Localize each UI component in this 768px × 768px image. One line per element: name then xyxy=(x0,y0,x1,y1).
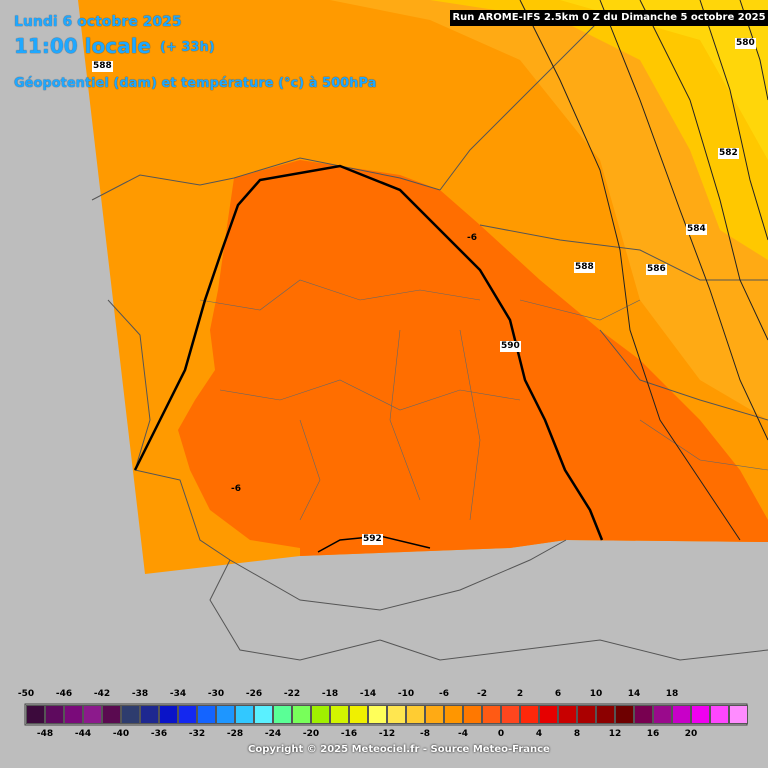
legend-swatch xyxy=(159,705,178,724)
contour-label: 592 xyxy=(362,534,383,545)
legend-label-upper: -18 xyxy=(321,689,339,699)
run-info-banner: Run AROME-IFS 2.5km 0 Z du Dimanche 5 oc… xyxy=(450,10,768,26)
legend-label-upper: -26 xyxy=(245,689,263,699)
legend-label-lower: -12 xyxy=(378,729,396,739)
legend-label-lower: 8 xyxy=(573,729,581,739)
legend-label-upper: -22 xyxy=(283,689,301,699)
contour-label: 582 xyxy=(718,148,739,159)
legend-swatch xyxy=(729,705,748,724)
legend-swatch xyxy=(26,705,45,724)
legend-swatch xyxy=(672,705,691,724)
legend-label-lower: 12 xyxy=(608,729,622,739)
legend-swatch xyxy=(615,705,634,724)
legend-swatch xyxy=(121,705,140,724)
legend-swatch xyxy=(482,705,501,724)
legend-swatch xyxy=(425,705,444,724)
legend-label-lower: 16 xyxy=(646,729,660,739)
legend-label-lower: 4 xyxy=(535,729,543,739)
legend-swatch xyxy=(444,705,463,724)
legend-label-lower: -8 xyxy=(420,729,430,739)
legend-label-lower: 20 xyxy=(684,729,698,739)
legend-label-upper: 6 xyxy=(554,689,562,699)
legend-label-upper: -10 xyxy=(397,689,415,699)
legend-swatch xyxy=(539,705,558,724)
legend-swatch xyxy=(691,705,710,724)
legend-label-lower: -32 xyxy=(188,729,206,739)
legend-swatch xyxy=(102,705,121,724)
legend-swatch xyxy=(710,705,729,724)
contour-label: 590 xyxy=(500,341,521,352)
field-yellow xyxy=(430,0,768,260)
copyright: Copyright © 2025 Meteociel.fr - Source M… xyxy=(248,744,550,755)
legend-label-upper: -38 xyxy=(131,689,149,699)
legend-label-upper: 14 xyxy=(627,689,641,699)
legend-swatch xyxy=(596,705,615,724)
legend-label-lower: -40 xyxy=(112,729,130,739)
field-light-orange xyxy=(330,0,768,420)
legend-swatch xyxy=(349,705,368,724)
legend-swatch xyxy=(235,705,254,724)
legend-swatch xyxy=(292,705,311,724)
legend-swatch xyxy=(387,705,406,724)
forecast-date: Lundi 6 octobre 2025 xyxy=(14,14,182,30)
contour-590 xyxy=(133,164,604,541)
contour-label: 588 xyxy=(574,262,595,273)
legend-label-upper: -50 xyxy=(17,689,35,699)
legend-label-upper: -2 xyxy=(477,689,487,699)
legend-swatch xyxy=(520,705,539,724)
legend-swatch xyxy=(273,705,292,724)
legend-label-upper: 18 xyxy=(665,689,679,699)
legend-swatch xyxy=(577,705,596,724)
temperature-label: -6 xyxy=(231,484,241,494)
legend-swatch xyxy=(406,705,425,724)
legend-swatch xyxy=(501,705,520,724)
legend-swatch xyxy=(197,705,216,724)
legend-label-upper: -6 xyxy=(439,689,449,699)
legend-swatch xyxy=(558,705,577,724)
field-yellow-bright xyxy=(560,0,768,160)
legend-swatch xyxy=(463,705,482,724)
legend-swatch xyxy=(634,705,653,724)
legend-swatch xyxy=(45,705,64,724)
legend-swatch xyxy=(311,705,330,724)
legend-label-lower: -44 xyxy=(74,729,92,739)
legend-label-lower: -16 xyxy=(340,729,358,739)
legend-swatch xyxy=(330,705,349,724)
legend-swatch xyxy=(653,705,672,724)
legend-label-lower: -48 xyxy=(36,729,54,739)
contour-label: 580 xyxy=(735,38,756,49)
legend-label-lower: -4 xyxy=(458,729,468,739)
temperature-label: -6 xyxy=(467,233,477,243)
legend-label-upper: -46 xyxy=(55,689,73,699)
legend-label-upper: -30 xyxy=(207,689,225,699)
contour-label: 584 xyxy=(686,224,707,235)
legend-label-upper: -42 xyxy=(93,689,111,699)
legend-label-lower: -24 xyxy=(264,729,282,739)
forecast-time: 11:00 locale xyxy=(14,34,151,58)
legend-swatch xyxy=(178,705,197,724)
legend-swatch xyxy=(254,705,273,724)
legend-label-upper: 2 xyxy=(516,689,524,699)
forecast-lead-time: (+ 33h) xyxy=(160,40,215,55)
contour-592 xyxy=(317,535,431,553)
legend-label-upper: 10 xyxy=(589,689,603,699)
field-warm-core xyxy=(178,160,768,556)
legend-swatch xyxy=(83,705,102,724)
field-title: Géopotentiel (dam) et température (°c) à… xyxy=(14,76,377,91)
contour-label: 586 xyxy=(646,264,667,275)
legend-label-upper: -14 xyxy=(359,689,377,699)
legend-label-lower: -28 xyxy=(226,729,244,739)
legend-label-lower: 0 xyxy=(497,729,505,739)
legend-label-lower: -36 xyxy=(150,729,168,739)
legend-label-lower: -20 xyxy=(302,729,320,739)
legend-label-upper: -34 xyxy=(169,689,187,699)
legend-swatch xyxy=(140,705,159,724)
contour-label: 588 xyxy=(92,61,113,72)
legend-swatch xyxy=(216,705,235,724)
legend-swatch xyxy=(368,705,387,724)
coastlines xyxy=(91,19,768,661)
legend-swatch xyxy=(64,705,83,724)
